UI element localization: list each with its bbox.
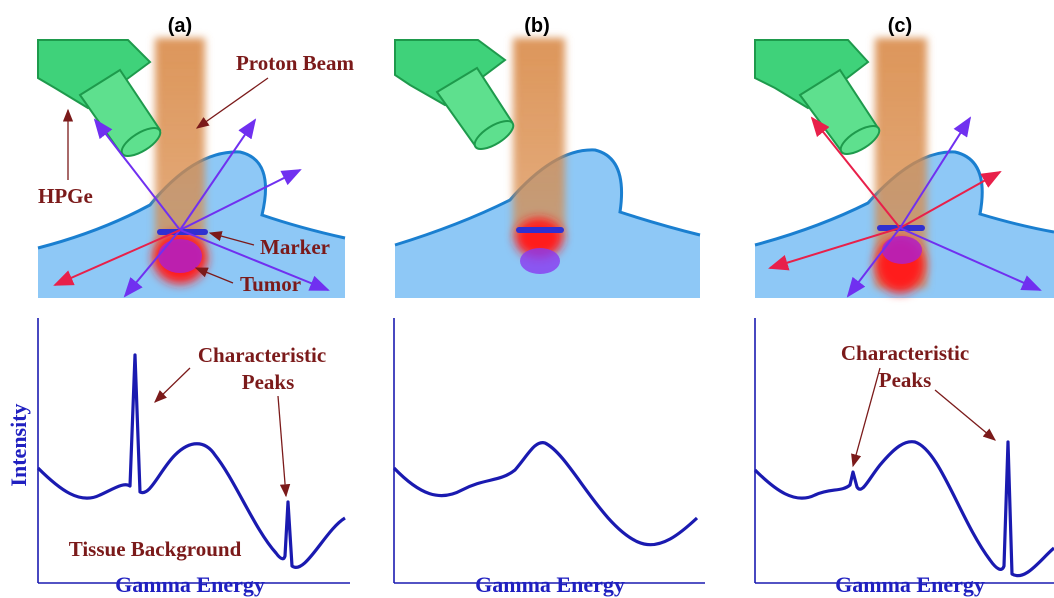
background-label: Tissue Background (69, 537, 242, 561)
peaks-label: Characteristic (198, 343, 326, 367)
figure: (a) (b) (c) Proton Beam HPGe Marker Tumo… (0, 0, 1054, 598)
spectrum-c (755, 442, 1054, 576)
panel-label: (a) (168, 15, 192, 37)
x-axis-label: Gamma Energy (115, 572, 265, 597)
panel-b-illustration (395, 38, 700, 298)
y-axis-label: Intensity (6, 403, 31, 486)
spectrum-a (38, 355, 345, 567)
detector-label: HPGe (38, 184, 93, 208)
spectrum-b (394, 443, 697, 545)
panel-label: (b) (524, 15, 550, 37)
beam-label: Proton Beam (236, 51, 355, 75)
marker-label: Marker (260, 235, 330, 259)
peaks-label: Characteristic (841, 341, 969, 365)
panel-label: (c) (888, 15, 912, 37)
x-axis-label: Gamma Energy (835, 572, 985, 597)
panel-c-illustration (755, 38, 1054, 298)
peaks-label: Peaks (242, 370, 295, 394)
x-axis-label: Gamma Energy (475, 572, 625, 597)
panel-a-illustration (38, 38, 345, 298)
peaks-label: Peaks (879, 368, 932, 392)
tumor-label: Tumor (240, 272, 301, 296)
